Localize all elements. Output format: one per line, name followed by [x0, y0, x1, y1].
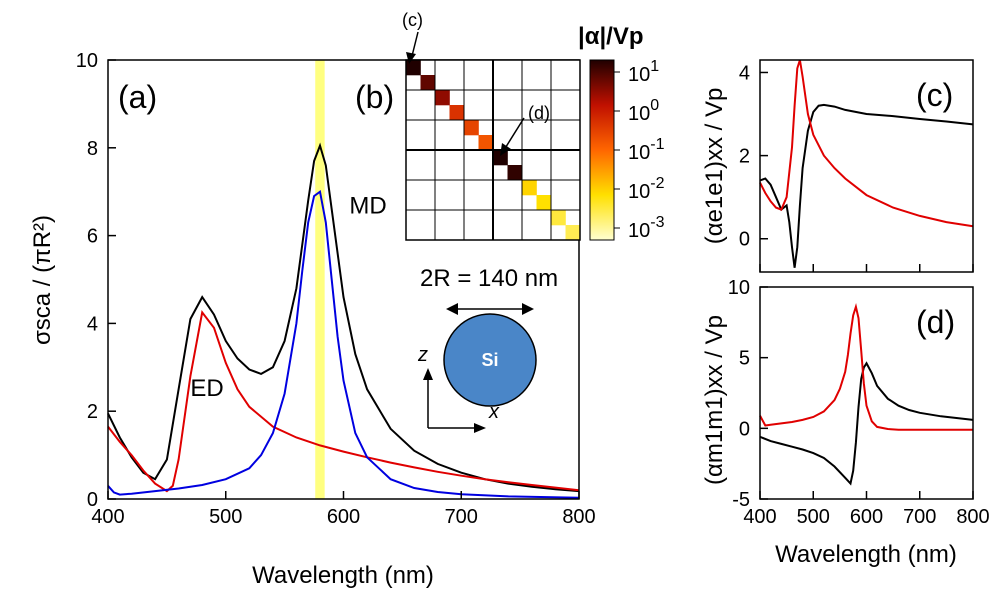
y-tick-label: 0	[739, 229, 750, 251]
matrix-cell	[565, 225, 581, 241]
series-line-total	[107, 142, 580, 493]
x-tick-label: 700	[903, 506, 936, 528]
callout-c-arrowhead-icon	[406, 52, 416, 64]
panel-d-ylabel: (αm1m1)xx / Vp	[701, 315, 728, 485]
matrix-cell	[536, 195, 552, 211]
panel-c: 0 2 4 (c) (αe1e1)xx / Vp	[701, 59, 974, 273]
y-tick-label: 10	[728, 277, 750, 299]
callout-c: (c)	[402, 10, 423, 30]
panel-c-label: (c)	[916, 77, 953, 113]
matrix-cell	[464, 120, 479, 136]
colorbar-ticks: 101 100 10-1 10-2 10-3	[614, 58, 665, 242]
z-arrowhead-icon	[423, 368, 433, 380]
matrix-cell	[478, 135, 494, 151]
colorbar-tick-label: 100	[628, 97, 659, 125]
z-label: z	[417, 344, 428, 366]
matrix-cell	[551, 210, 566, 226]
y-tick-label: 8	[87, 138, 98, 160]
panel-a-label: (a)	[118, 79, 157, 115]
x-tick-label: 500	[209, 506, 242, 528]
x-tick-label: 500	[797, 506, 830, 528]
matrix-cell	[522, 180, 537, 196]
x-tick-label: 600	[850, 506, 883, 528]
series-line-red	[759, 59, 974, 228]
matrix-cell	[493, 150, 508, 166]
panel-d-ticks: 400 500 600 700 800 -5 0 5 10	[728, 277, 990, 528]
colorbar	[589, 59, 615, 241]
y-tick-label: 4	[87, 313, 98, 335]
size-arrow-right-icon	[522, 303, 534, 315]
colorbar-title: |α|/Vp	[578, 23, 644, 50]
colorbar-tick-label: 10-2	[628, 175, 665, 203]
panel-d-series	[759, 303, 974, 486]
matrix-cells	[406, 60, 581, 241]
panel-c-ticks: 0 2 4	[739, 62, 974, 272]
x-tick-label: 800	[956, 506, 989, 528]
x-label: x	[488, 401, 500, 423]
series-line-md	[107, 189, 580, 499]
y-tick-label: 0	[739, 418, 750, 440]
series-line-ed	[107, 310, 580, 493]
colorbar-tick-label: 101	[628, 58, 659, 86]
panel-c-series	[759, 59, 974, 268]
y-tick-label: -5	[732, 489, 750, 511]
panel-c-ylabel: (αe1e1)xx / Vp	[701, 88, 728, 245]
x-tick-label: 400	[743, 506, 776, 528]
y-tick-label: 0	[87, 489, 98, 511]
panel-d-xlabel: Wavelength (nm)	[775, 541, 957, 568]
panel-a: 400 500 600 700 800 0 2 4 6 8 10 (a) Wavelength (n…	[29, 50, 596, 589]
callout-d-arrow	[503, 117, 525, 151]
panel-a-ticks: 400 500 600 700 800 0 2 4 6 8 10	[76, 50, 596, 528]
callout-d-arrowhead-icon	[500, 143, 511, 156]
x-axis-label: Wavelength (nm)	[252, 562, 434, 589]
matrix-cell	[406, 60, 421, 76]
matrix-cell	[420, 75, 436, 91]
x-tick-label: 700	[445, 506, 478, 528]
y-tick-label: 6	[87, 226, 98, 248]
panel-d-label: (d)	[916, 304, 955, 340]
matrix-grid	[405, 59, 581, 241]
si-particle	[443, 313, 537, 407]
panel-d: 400 500 600 700 800 -5 0 5 10 (d) (αm1m1)xx / Vp…	[701, 277, 990, 568]
callout-d: (d)	[528, 103, 550, 123]
panel-b: (b) (c) (d) |α|/Vp 101 100 10-1 10-2 10-3	[355, 10, 665, 242]
highlight-band	[315, 60, 325, 499]
series-line-black	[759, 103, 974, 268]
y-tick-label: 5	[739, 348, 750, 370]
panel-a-series	[107, 142, 580, 499]
matrix-cell	[449, 105, 465, 121]
matrix-cell	[507, 165, 523, 181]
series-line-black	[759, 361, 974, 486]
md-annotation: MD	[349, 193, 386, 220]
panel-b-label: (b)	[355, 79, 394, 115]
x-arrowhead-icon	[474, 423, 486, 433]
x-tick-label: 800	[562, 506, 595, 528]
y-tick-label: 10	[76, 50, 98, 72]
y-tick-label: 2	[739, 146, 750, 168]
colorbar-tick-label: 10-3	[628, 214, 665, 242]
y-tick-label: 4	[739, 62, 750, 84]
series-line-red	[759, 303, 973, 431]
x-tick-label: 600	[327, 506, 360, 528]
size-arrow-left-icon	[446, 303, 458, 315]
colorbar-tick-label: 10-1	[628, 136, 665, 164]
ed-annotation: ED	[190, 375, 223, 402]
y-tick-label: 2	[87, 401, 98, 423]
particle-size-label: 2R = 140 nm	[420, 265, 558, 292]
y-axis-label: σsca / (πR²)	[29, 215, 56, 345]
x-tick-label: 400	[91, 506, 124, 528]
matrix-cell	[435, 90, 450, 106]
si-label: Si	[481, 350, 498, 370]
